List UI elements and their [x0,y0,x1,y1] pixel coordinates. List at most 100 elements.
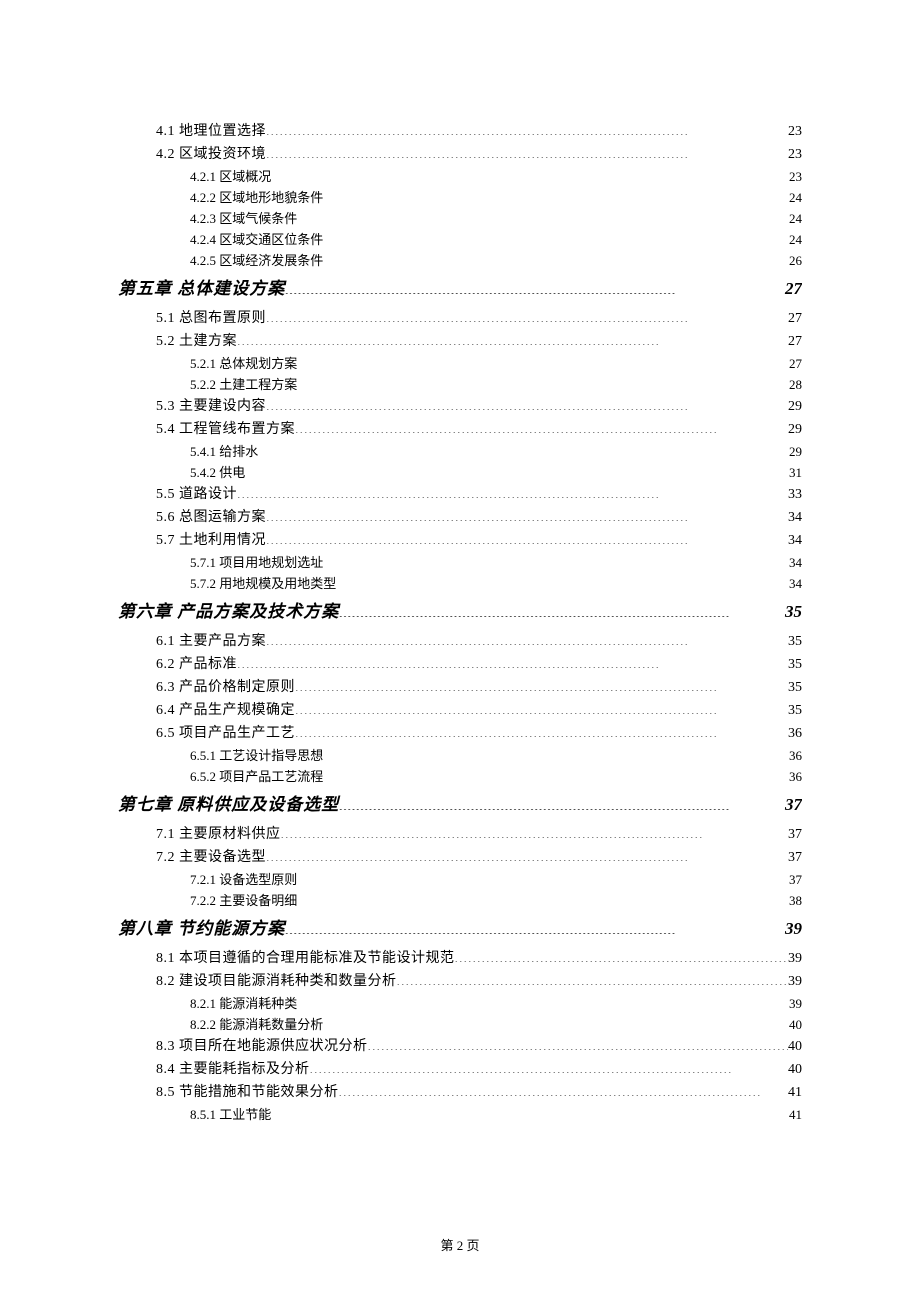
toc-leader-dots: ........................................… [245,464,789,477]
toc-leader-dots: ........................................… [237,484,788,498]
toc-entry: 6.4 产品生产规模确定............................… [156,699,802,722]
toc-entry-page: 24 [789,229,802,250]
toc-entry-title: 5.2.2 土建工程方案 [190,374,297,395]
toc-entry-title: 8.5.1 工业节能 [190,1104,271,1125]
toc-entry-page: 24 [789,208,802,229]
toc-entry-title: 5.1 总图布置原则 [156,307,266,330]
toc-entry-title: 8.1 本项目遵循的合理用能标准及节能设计规范 [156,947,455,970]
toc-leader-dots: ........................................… [266,121,788,135]
toc-entry: 5.7.2 用地规模及用地类型.........................… [190,573,802,594]
toc-leader-dots: ........................................… [266,144,788,158]
toc-entry-page: 31 [789,462,802,483]
toc-entry: 6.2 产品标准................................… [156,653,802,676]
toc-leader-dots: ........................................… [295,700,788,714]
toc-leader-dots: ........................................… [323,1016,789,1029]
toc-entry-page: 41 [789,1104,802,1125]
toc-leader-dots: ........................................… [266,847,788,861]
toc-entry-title: 8.5 节能措施和节能效果分析 [156,1081,339,1104]
toc-entry-title: 6.1 主要产品方案 [156,630,266,653]
toc-entry: 7.2.2 主要设备明细............................… [190,890,802,911]
toc-entry-title: 5.7.1 项目用地规划选址 [190,552,323,573]
toc-entry-page: 28 [789,374,802,395]
toc-entry: 6.3 产品价格制定原则............................… [156,676,802,699]
toc-entry-title: 4.2.3 区域气候条件 [190,208,297,229]
toc-entry-page: 34 [789,573,802,594]
toc-entry: 7.2 主要设备选型..............................… [156,846,802,869]
toc-entry-title: 6.5.2 项目产品工艺流程 [190,766,323,787]
toc-entry-title: 7.2 主要设备选型 [156,846,266,869]
toc-entry: 8.3 项目所在地能源供应状况分析.......................… [156,1035,802,1058]
toc-entry: 5.7.1 项目用地规划选址..........................… [190,552,802,573]
toc-leader-dots: ........................................… [297,210,789,223]
toc-entry-page: 26 [789,250,802,271]
toc-entry-page: 39 [788,947,802,970]
toc-entry-page: 27 [788,330,802,353]
toc-leader-dots: ........................................… [339,1082,789,1096]
toc-entry: 5.4 工程管线布置方案............................… [156,418,802,441]
toc-entry-title: 7.1 主要原材料供应 [156,823,281,846]
toc-entry-page: 38 [789,890,802,911]
toc-entry-title: 第八章 节约能源方案 [118,915,285,943]
toc-entry: 6.1 主要产品方案..............................… [156,630,802,653]
toc-entry-title: 8.3 项目所在地能源供应状况分析 [156,1035,368,1058]
toc-entry: 5.2.2 土建工程方案............................… [190,374,802,395]
toc-entry: 8.2.2 能源消耗数量分析..........................… [190,1014,802,1035]
toc-entry-title: 5.2 土建方案 [156,330,237,353]
toc-entry-title: 5.7.2 用地规模及用地类型 [190,573,336,594]
toc-leader-dots: ........................................… [266,530,788,544]
toc-entry-title: 6.5.1 工艺设计指导思想 [190,745,323,766]
toc-entry-page: 34 [788,529,802,552]
toc-entry-page: 23 [789,166,802,187]
toc-entry-title: 第七章 原料供应及设备选型 [118,791,339,819]
toc-entry-page: 40 [788,1035,802,1058]
toc-entry-title: 8.2.1 能源消耗种类 [190,993,297,1014]
toc-leader-dots: ........................................… [323,189,789,202]
toc-entry-page: 23 [788,143,802,166]
toc-entry: 5.4.1 给排水...............................… [190,441,802,462]
toc-entry-page: 37 [788,823,802,846]
toc-entry-page: 37 [785,791,802,819]
toc-entry-page: 39 [788,970,802,993]
toc-entry-title: 5.7 土地利用情况 [156,529,266,552]
toc-entry: 8.5.1 工业节能..............................… [190,1104,802,1125]
toc-leader-dots: ........................................… [271,168,789,181]
toc-entry-title: 8.4 主要能耗指标及分析 [156,1058,310,1081]
table-of-contents: 4.1 地理位置选择..............................… [118,120,802,1125]
toc-leader-dots: ........................................… [297,355,789,368]
toc-leader-dots: ........................................… [397,971,789,985]
toc-entry: 5.2.1 总体规划方案............................… [190,353,802,374]
toc-entry-page: 23 [788,120,802,143]
toc-leader-dots: ........................................… [271,1106,789,1119]
toc-entry: 4.2.1 区域概况..............................… [190,166,802,187]
toc-entry-title: 6.3 产品价格制定原则 [156,676,295,699]
toc-entry-title: 5.2.1 总体规划方案 [190,353,297,374]
toc-entry: 4.2.5 区域经济发展条件..........................… [190,250,802,271]
toc-entry: 8.5 节能措施和节能效果分析.........................… [156,1081,802,1104]
toc-entry-page: 33 [788,483,802,506]
toc-entry-title: 7.2.2 主要设备明细 [190,890,297,911]
toc-entry-title: 8.2 建设项目能源消耗种类和数量分析 [156,970,397,993]
toc-entry: 5.5 道路设计................................… [156,483,802,506]
toc-entry-page: 29 [788,418,802,441]
toc-leader-dots: ........................................… [258,443,789,456]
toc-entry-page: 27 [785,275,802,303]
toc-entry: 4.2.2 区域地形地貌条件..........................… [190,187,802,208]
toc-leader-dots: ........................................… [323,747,789,760]
toc-entry: 第五章 总体建设方案..............................… [118,275,802,303]
toc-leader-dots: ........................................… [339,793,785,810]
toc-leader-dots: ........................................… [237,654,788,668]
toc-entry-page: 27 [789,353,802,374]
toc-leader-dots: ........................................… [455,948,789,962]
toc-entry-title: 4.2 区域投资环境 [156,143,266,166]
toc-entry-title: 4.2.4 区域交通区位条件 [190,229,323,250]
toc-entry-page: 35 [785,598,802,626]
toc-leader-dots: ........................................… [295,419,788,433]
toc-leader-dots: ........................................… [285,277,785,294]
toc-leader-dots: ........................................… [323,768,789,781]
toc-entry-page: 40 [788,1058,802,1081]
toc-entry: 第七章 原料供应及设备选型...........................… [118,791,802,819]
toc-entry-title: 6.5 项目产品生产工艺 [156,722,295,745]
toc-leader-dots: ........................................… [323,554,789,567]
toc-leader-dots: ........................................… [295,723,788,737]
toc-entry: 8.2 建设项目能源消耗种类和数量分析.....................… [156,970,802,993]
